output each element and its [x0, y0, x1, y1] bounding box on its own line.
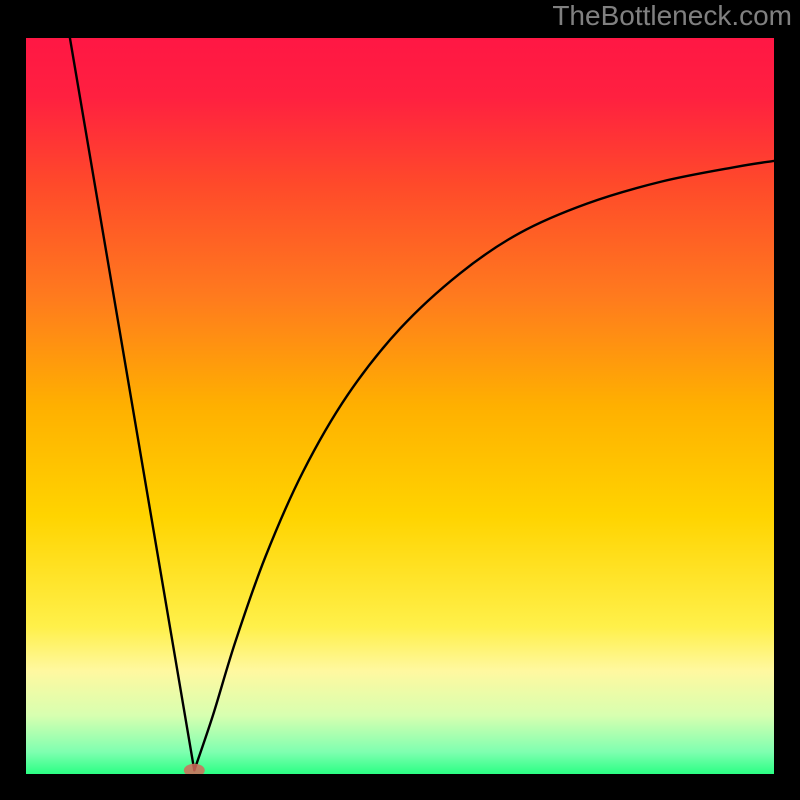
bottleneck-chart: [0, 0, 800, 800]
watermark-text: TheBottleneck.com: [552, 0, 792, 32]
chart-stage: TheBottleneck.com: [0, 0, 800, 800]
chart-background: [26, 38, 774, 774]
